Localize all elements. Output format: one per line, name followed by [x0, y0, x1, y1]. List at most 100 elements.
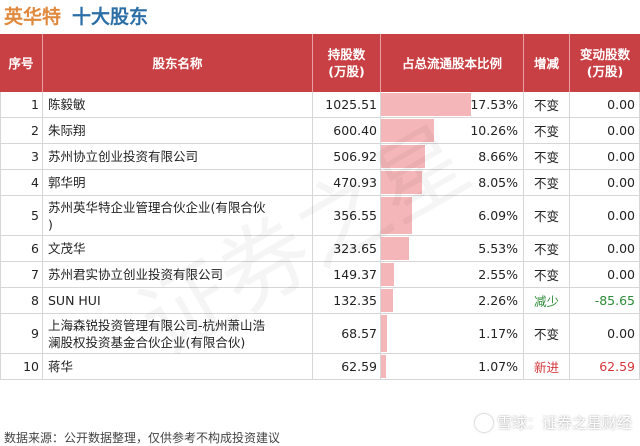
shareholder-name: 苏州君实协立创业投资有限公司 [43, 262, 313, 287]
table-row: 6 文茂华 323.65 5.53% 不变 0.00 [0, 236, 640, 262]
company-name: 英华特 [4, 6, 62, 28]
shareholder-name: 文茂华 [43, 236, 313, 261]
table-row: 4 郭华明 470.93 8.05% 不变 0.00 [0, 170, 640, 196]
ratio-bar [381, 197, 413, 234]
change-shares: -85.65 [570, 288, 640, 313]
change-shares: 0.00 [570, 92, 640, 117]
change-shares: 0.00 [570, 236, 640, 261]
ratio-bar [381, 119, 434, 142]
change-shares: 0.00 [570, 196, 640, 235]
ratio-bar [381, 355, 387, 378]
row-index: 7 [0, 262, 43, 287]
change-status: 不变 [524, 170, 570, 195]
table-row: 1 陈毅敏 1025.51 17.53% 不变 0.00 [0, 92, 640, 118]
ratio-label: 17.53% [470, 97, 518, 112]
row-index: 1 [0, 92, 43, 117]
change-shares: 62.59 [570, 354, 640, 379]
float-ratio-cell: 2.55% [381, 262, 524, 287]
float-ratio-cell: 8.66% [381, 144, 524, 169]
shareholder-name: 蒋华 [43, 354, 313, 379]
change-status: 不变 [524, 196, 570, 235]
float-ratio-cell: 5.53% [381, 236, 524, 261]
ratio-label: 8.66% [478, 149, 518, 164]
change-shares: 0.00 [570, 118, 640, 143]
float-ratio-cell: 1.17% [381, 314, 524, 353]
ratio-bar [381, 315, 387, 352]
table-row: 3 苏州协立创业投资有限公司 506.92 8.66% 不变 0.00 [0, 144, 640, 170]
shareholder-name: 朱际翔 [43, 118, 313, 143]
brand-label: 雪球：证券之星财经 [496, 414, 632, 432]
change-status: 新进 [524, 354, 570, 379]
change-shares: 0.00 [570, 144, 640, 169]
row-index: 9 [0, 314, 43, 353]
table-header: 序号 股东名称 持股数 (万股) 占总流通股本比例 增减 变动股数 (万股) [0, 34, 640, 92]
data-source-note: 数据来源：公开数据整理，仅供参考不构成投资建议 [4, 431, 281, 445]
table-row: 10 蒋华 62.59 1.07% 新进 62.59 [0, 354, 640, 380]
row-index: 3 [0, 144, 43, 169]
shares-held: 62.59 [313, 354, 381, 379]
table-row: 8 SUN HUI 132.35 2.26% 减少 -85.65 [0, 288, 640, 314]
change-status: 不变 [524, 144, 570, 169]
ratio-label: 8.05% [478, 175, 518, 190]
ratio-label: 2.26% [478, 293, 518, 308]
ratio-label: 2.55% [478, 267, 518, 282]
page-title: 十大股东 [72, 6, 149, 28]
ratio-bar [381, 289, 393, 312]
shares-held: 470.93 [313, 170, 381, 195]
shares-held: 600.40 [313, 118, 381, 143]
header-delta: 变动股数 (万股) [579, 47, 630, 79]
table-row: 7 苏州君实协立创业投资有限公司 149.37 2.55% 不变 0.00 [0, 262, 640, 288]
shareholder-name: 郭华明 [43, 170, 313, 195]
ratio-bar [381, 145, 426, 168]
header-shares: 持股数 (万股) [313, 34, 381, 92]
table-row: 2 朱际翔 600.40 10.26% 不变 0.00 [0, 118, 640, 144]
header-change: 增减 [524, 34, 570, 92]
header-idx: 序号 [0, 34, 43, 92]
shares-held: 132.35 [313, 288, 381, 313]
shares-held: 356.55 [313, 196, 381, 235]
row-index: 5 [0, 196, 43, 235]
shareholder-name: 苏州英华特企业管理合伙企业(有限合伙 ) [43, 196, 313, 235]
shares-held: 506.92 [313, 144, 381, 169]
ratio-bar [381, 237, 410, 260]
table-row: 5 苏州英华特企业管理合伙企业(有限合伙 ) 356.55 6.09% 不变 0.00 [0, 196, 640, 236]
row-index: 4 [0, 170, 43, 195]
shares-held: 68.57 [313, 314, 381, 353]
ratio-bar [381, 263, 395, 286]
change-status: 不变 [524, 262, 570, 287]
change-status: 不变 [524, 118, 570, 143]
change-status: 不变 [524, 92, 570, 117]
change-status: 不变 [524, 236, 570, 261]
shareholder-name: 陈毅敏 [43, 92, 313, 117]
row-index: 2 [0, 118, 43, 143]
ratio-label: 5.53% [478, 241, 518, 256]
shares-held: 323.65 [313, 236, 381, 261]
ratio-bar [381, 93, 471, 116]
change-shares: 0.00 [570, 262, 640, 287]
change-status: 不变 [524, 314, 570, 353]
float-ratio-cell: 2.26% [381, 288, 524, 313]
float-ratio-cell: 6.09% [381, 196, 524, 235]
ratio-label: 1.07% [478, 359, 518, 374]
table-row: 9 上海森锐投资管理有限公司-杭州萧山浩 澜股权投资基金合伙企业(有限合伙) 68.… [0, 314, 640, 354]
shareholder-name: 上海森锐投资管理有限公司-杭州萧山浩 澜股权投资基金合伙企业(有限合伙) [43, 314, 313, 353]
ratio-label: 6.09% [478, 208, 518, 223]
float-ratio-cell: 10.26% [381, 118, 524, 143]
change-status: 减少 [524, 288, 570, 313]
change-shares: 0.00 [570, 314, 640, 353]
header-name: 股东名称 [43, 34, 313, 92]
shareholder-name: SUN HUI [43, 288, 313, 313]
change-shares: 0.00 [570, 170, 640, 195]
title-bar: 英华特 十大股东 [0, 0, 640, 34]
ratio-bar [381, 171, 423, 194]
float-ratio-cell: 1.07% [381, 354, 524, 379]
shares-held: 149.37 [313, 262, 381, 287]
brand: 雪球：证券之星财经 [474, 412, 632, 433]
ratio-label: 1.17% [478, 326, 518, 341]
float-ratio-cell: 8.05% [381, 170, 524, 195]
shares-held: 1025.51 [313, 92, 381, 117]
header-ratio: 占总流通股本比例 [381, 34, 524, 92]
row-index: 8 [0, 288, 43, 313]
row-index: 6 [0, 236, 43, 261]
row-index: 10 [0, 354, 43, 379]
